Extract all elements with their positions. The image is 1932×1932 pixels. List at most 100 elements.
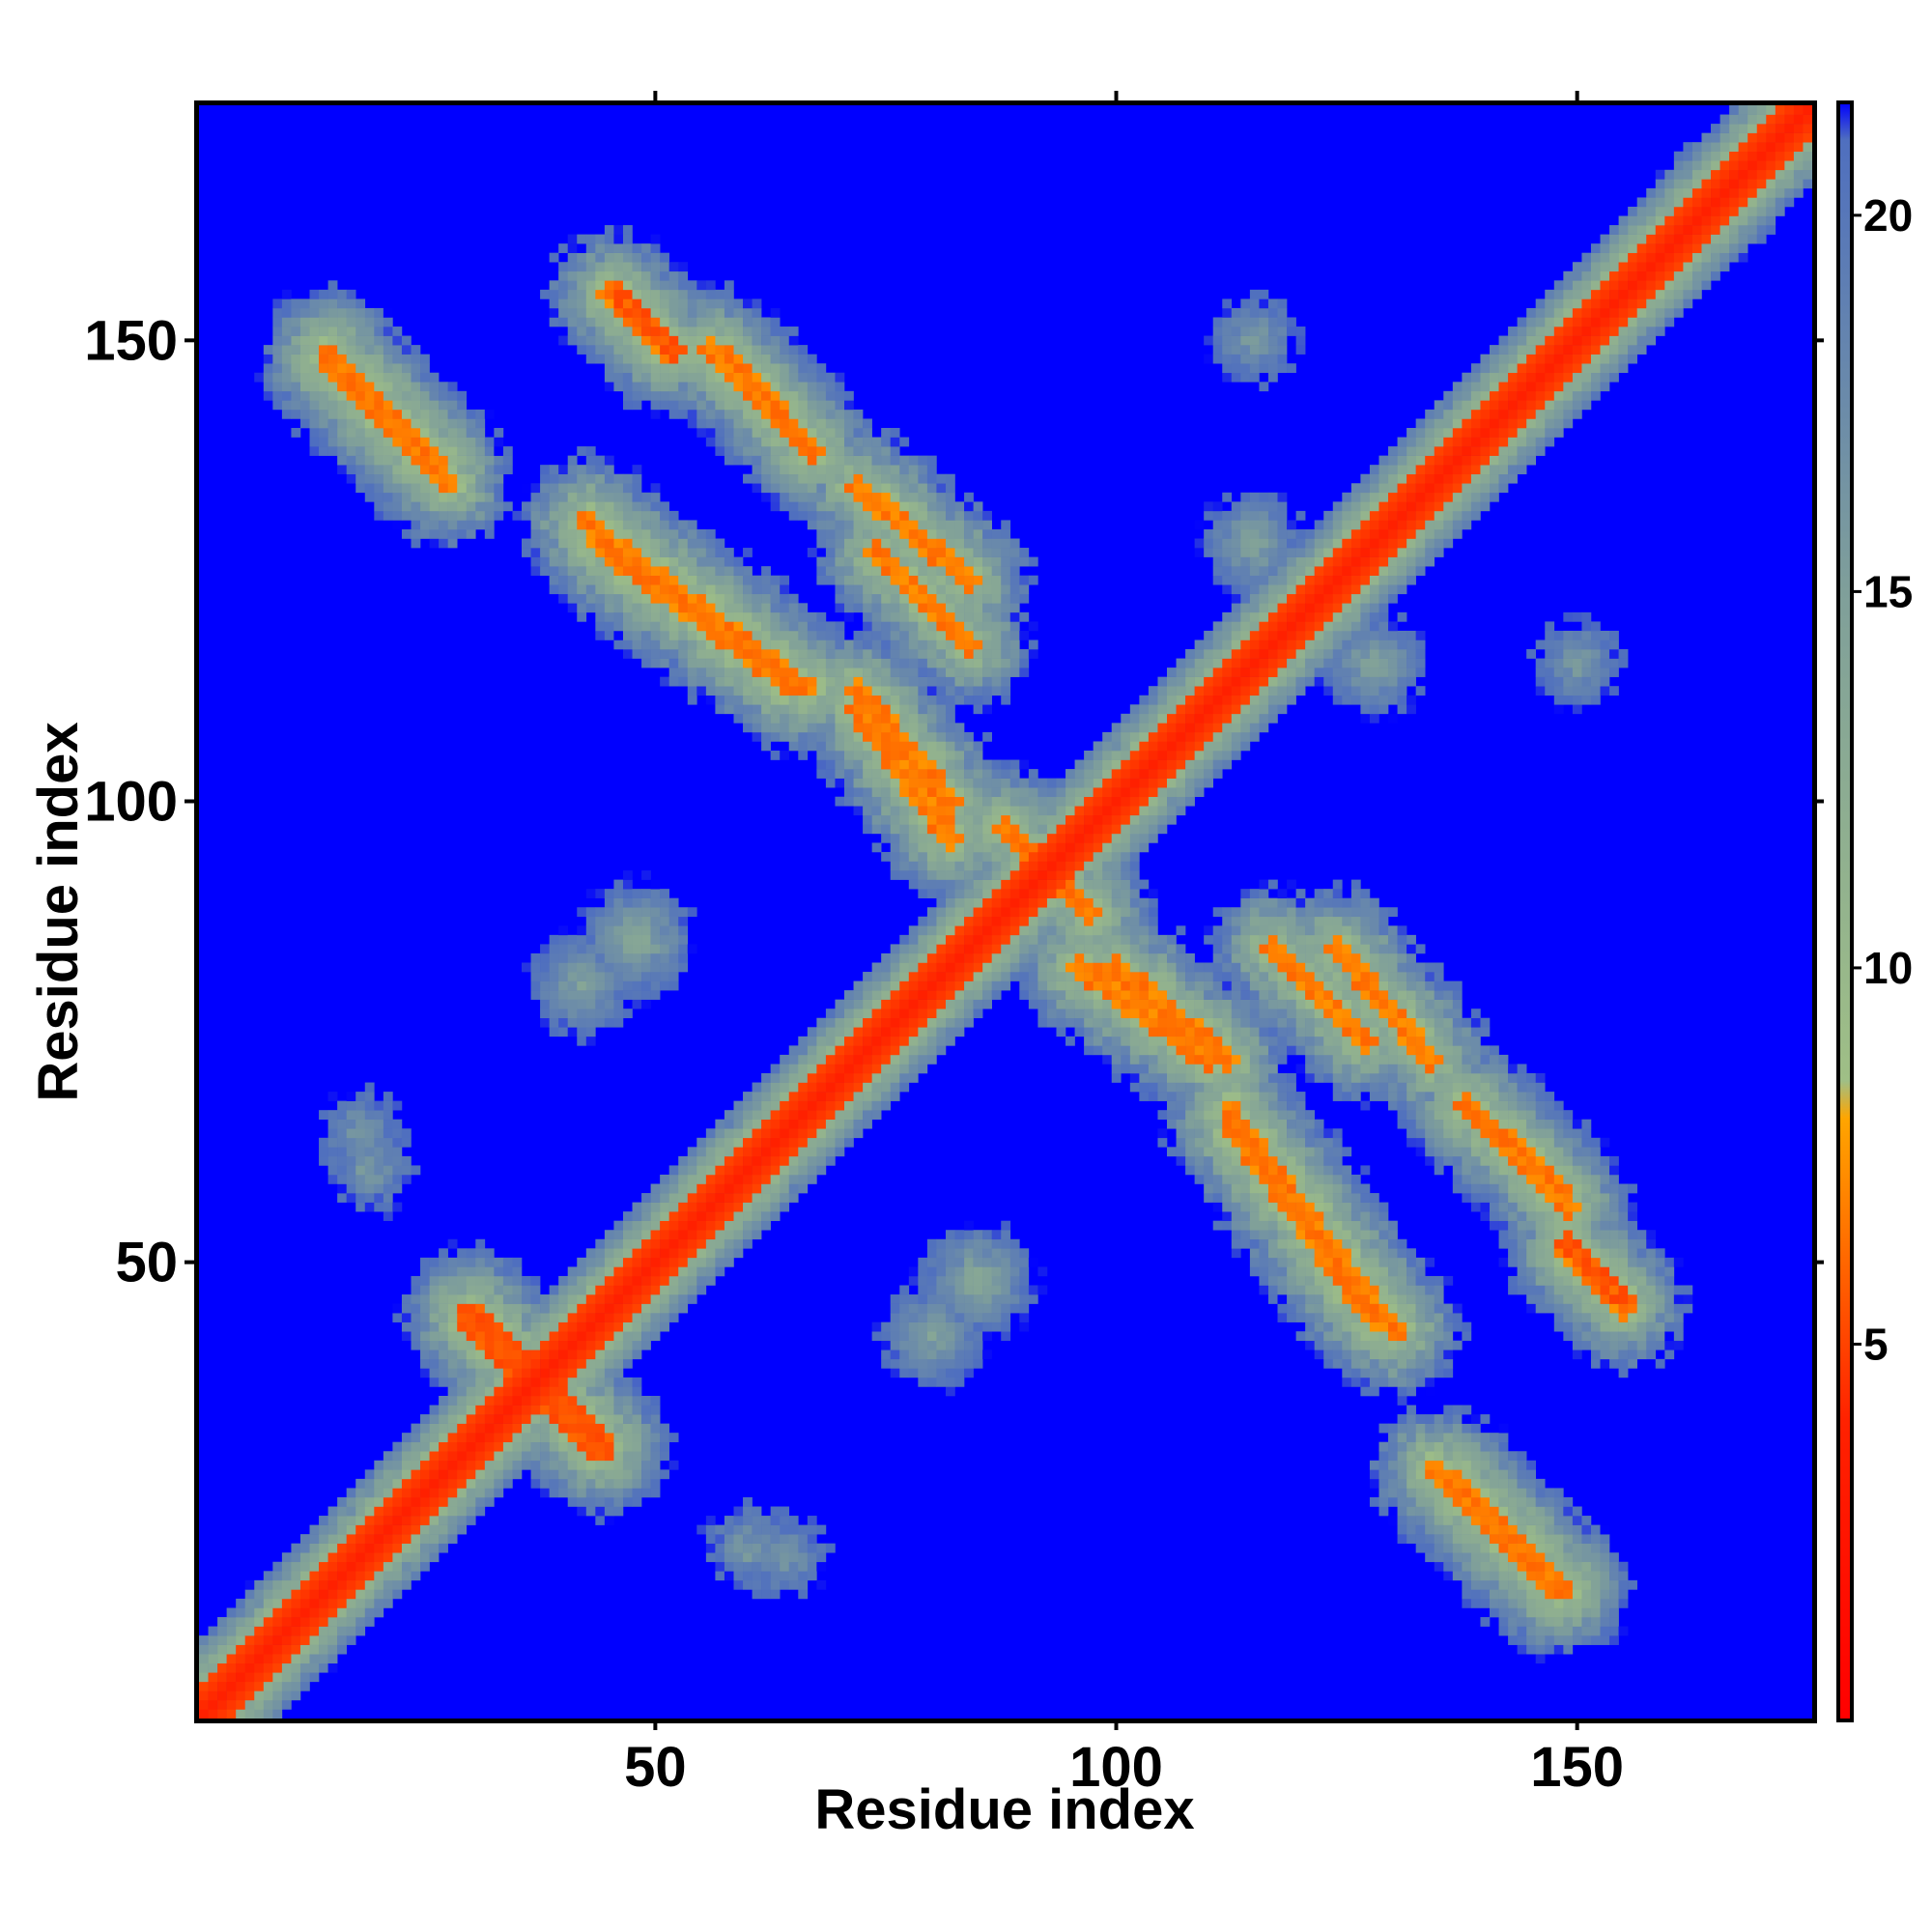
heatmap-cell (687, 584, 697, 595)
heatmap-cell (613, 327, 624, 336)
heatmap-cell (1001, 980, 1011, 991)
heatmap-cell (447, 483, 458, 494)
heatmap-cell (936, 1009, 947, 1019)
heatmap-cell (871, 538, 882, 549)
heatmap-cell (530, 510, 541, 521)
heatmap-cell (752, 1193, 762, 1203)
heatmap-cell (696, 345, 707, 355)
heatmap-cell (309, 317, 320, 327)
heatmap-cell (383, 437, 393, 447)
heatmap-cell (585, 575, 596, 585)
heatmap-cell (807, 1092, 817, 1101)
heatmap-cell (457, 528, 468, 539)
heatmap-cell (1056, 861, 1066, 871)
heatmap-cell (687, 639, 697, 650)
heatmap-cell (595, 556, 606, 567)
heatmap-cell (429, 1441, 440, 1452)
heatmap-cell (954, 658, 965, 668)
heatmap-cell (743, 307, 753, 318)
heatmap-cell (558, 1275, 569, 1286)
heatmap-cell (1028, 944, 1038, 954)
heatmap-cell (291, 390, 301, 401)
heatmap-cell (439, 538, 448, 549)
heatmap-cell (567, 492, 578, 502)
heatmap-cell (1001, 1257, 1011, 1267)
heatmap-cell (687, 520, 697, 530)
heatmap-cell (1037, 796, 1048, 807)
heatmap-cell (319, 390, 328, 401)
heatmap-cell (780, 1524, 790, 1535)
heatmap-cell (844, 611, 854, 622)
heatmap-cell (364, 1110, 375, 1121)
heatmap-cell (825, 575, 836, 585)
heatmap-cell (346, 1516, 356, 1525)
heatmap-cell (1028, 1294, 1038, 1304)
heatmap-cell (918, 556, 928, 567)
heatmap-cell (733, 1174, 744, 1184)
heatmap-cell (632, 1248, 642, 1259)
heatmap-cell (918, 483, 928, 494)
heatmap-cell (327, 1516, 338, 1525)
heatmap-cell (337, 1598, 347, 1608)
heatmap-cell (788, 695, 799, 705)
heatmap-cell (853, 1054, 864, 1065)
heatmap-cell (263, 1709, 273, 1719)
heatmap-cell (411, 1165, 421, 1176)
heatmap-cell (1056, 824, 1066, 835)
heatmap-cell (780, 1174, 790, 1184)
heatmap-cell (835, 668, 845, 677)
heatmap-cell (567, 1368, 578, 1378)
heatmap-cell (374, 418, 384, 429)
heatmap-cell (908, 1064, 919, 1074)
heatmap-cell (724, 307, 734, 318)
heatmap-cell (678, 262, 689, 272)
heatmap-cell (549, 944, 559, 954)
heatmap-cell (816, 1579, 827, 1590)
heatmap-cell (705, 409, 716, 419)
heatmap-cell (622, 483, 633, 494)
heatmap-cell (954, 972, 965, 981)
heatmap-cell (705, 372, 716, 383)
heatmap-cell (715, 1266, 725, 1277)
heatmap-cell (604, 962, 614, 973)
heatmap-cell (835, 1100, 845, 1111)
heatmap-cell (447, 538, 458, 549)
heatmap-cell (863, 806, 872, 816)
heatmap-cell (973, 824, 983, 835)
heatmap-cell (788, 603, 799, 613)
heatmap-cell (650, 1460, 661, 1470)
heatmap-cell (604, 1248, 614, 1259)
heatmap-cell (475, 501, 486, 512)
heatmap-cell (585, 990, 596, 1000)
heatmap-cell (761, 1193, 771, 1203)
heatmap-cell (346, 1137, 356, 1148)
heatmap-cell (853, 428, 864, 438)
heatmap-cell (696, 280, 707, 291)
heatmap-cell (502, 501, 513, 512)
heatmap-cell (272, 1681, 283, 1691)
heatmap-cell (936, 575, 947, 585)
heatmap-cell (825, 528, 836, 539)
heatmap-cell (355, 1147, 366, 1157)
heatmap-cell (807, 1045, 817, 1056)
heatmap-cell (604, 327, 614, 336)
heatmap-cell (668, 280, 679, 291)
heatmap-cell (420, 465, 430, 475)
heatmap-cell (816, 483, 827, 494)
heatmap-cell (447, 501, 458, 512)
heatmap-cell (863, 686, 872, 696)
heatmap-cell (733, 704, 744, 715)
heatmap-cell (770, 382, 781, 392)
heatmap-cell (392, 520, 403, 530)
heatmap-cell (881, 1073, 892, 1083)
heatmap-cell (291, 1543, 301, 1553)
heatmap-cell (890, 1358, 900, 1369)
heatmap-cell (687, 630, 697, 640)
heatmap-cell (319, 1137, 328, 1148)
heatmap-cell (752, 465, 762, 475)
heatmap-cell (364, 1589, 375, 1600)
heatmap-cell (752, 1174, 762, 1184)
heatmap-cell (798, 363, 809, 374)
heatmap-cell (687, 317, 697, 327)
heatmap-cell (236, 1654, 246, 1664)
